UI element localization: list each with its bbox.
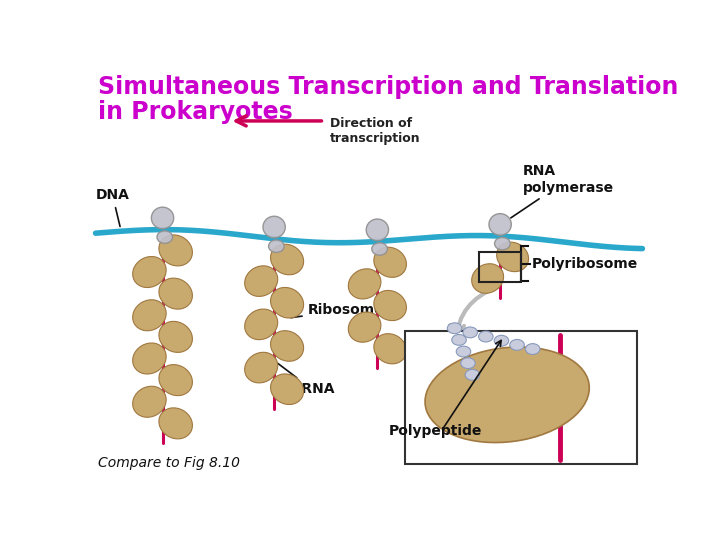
Circle shape (463, 327, 477, 338)
Circle shape (465, 369, 480, 380)
Bar (479, 252, 521, 282)
Ellipse shape (132, 343, 166, 374)
Text: Polypeptide: Polypeptide (389, 424, 482, 438)
Ellipse shape (151, 207, 174, 229)
Ellipse shape (159, 364, 192, 396)
Ellipse shape (245, 266, 278, 296)
Circle shape (456, 346, 471, 357)
Ellipse shape (159, 408, 192, 439)
Ellipse shape (271, 374, 304, 404)
Text: Ribosome: Ribosome (291, 303, 384, 318)
Circle shape (461, 358, 475, 369)
Ellipse shape (132, 256, 166, 287)
Ellipse shape (425, 347, 589, 443)
Ellipse shape (245, 309, 278, 340)
Ellipse shape (157, 231, 173, 244)
Ellipse shape (159, 321, 192, 353)
Text: Compare to Fig 8.10: Compare to Fig 8.10 (99, 456, 240, 470)
Ellipse shape (271, 287, 304, 318)
Ellipse shape (159, 278, 192, 309)
Text: mRNA: mRNA (272, 359, 336, 396)
Ellipse shape (245, 352, 278, 383)
Ellipse shape (374, 334, 407, 364)
Circle shape (526, 343, 540, 354)
Ellipse shape (348, 312, 381, 342)
Text: Direction of
transcription: Direction of transcription (330, 117, 420, 145)
FancyBboxPatch shape (405, 331, 637, 464)
Text: in Prokaryotes: in Prokaryotes (99, 100, 293, 124)
Ellipse shape (132, 300, 166, 331)
Ellipse shape (132, 386, 166, 417)
Ellipse shape (489, 214, 511, 235)
Text: Simultaneous Transcription and Translation: Simultaneous Transcription and Translati… (99, 75, 679, 99)
Ellipse shape (472, 264, 503, 293)
Ellipse shape (348, 269, 381, 299)
Ellipse shape (495, 238, 510, 250)
Ellipse shape (374, 247, 407, 278)
Text: RNA
polymerase: RNA polymerase (510, 164, 613, 218)
Circle shape (494, 335, 509, 346)
Circle shape (447, 323, 462, 334)
Ellipse shape (497, 242, 528, 272)
Ellipse shape (269, 240, 284, 252)
Circle shape (451, 334, 467, 345)
Ellipse shape (374, 291, 407, 321)
Ellipse shape (263, 216, 285, 238)
Ellipse shape (271, 330, 304, 361)
Ellipse shape (366, 219, 389, 241)
Circle shape (510, 340, 524, 350)
Text: Polyribosome: Polyribosome (531, 256, 638, 271)
Ellipse shape (159, 235, 192, 266)
Ellipse shape (372, 242, 387, 255)
Circle shape (479, 331, 493, 342)
Text: DNA: DNA (96, 188, 130, 226)
Ellipse shape (271, 244, 304, 275)
